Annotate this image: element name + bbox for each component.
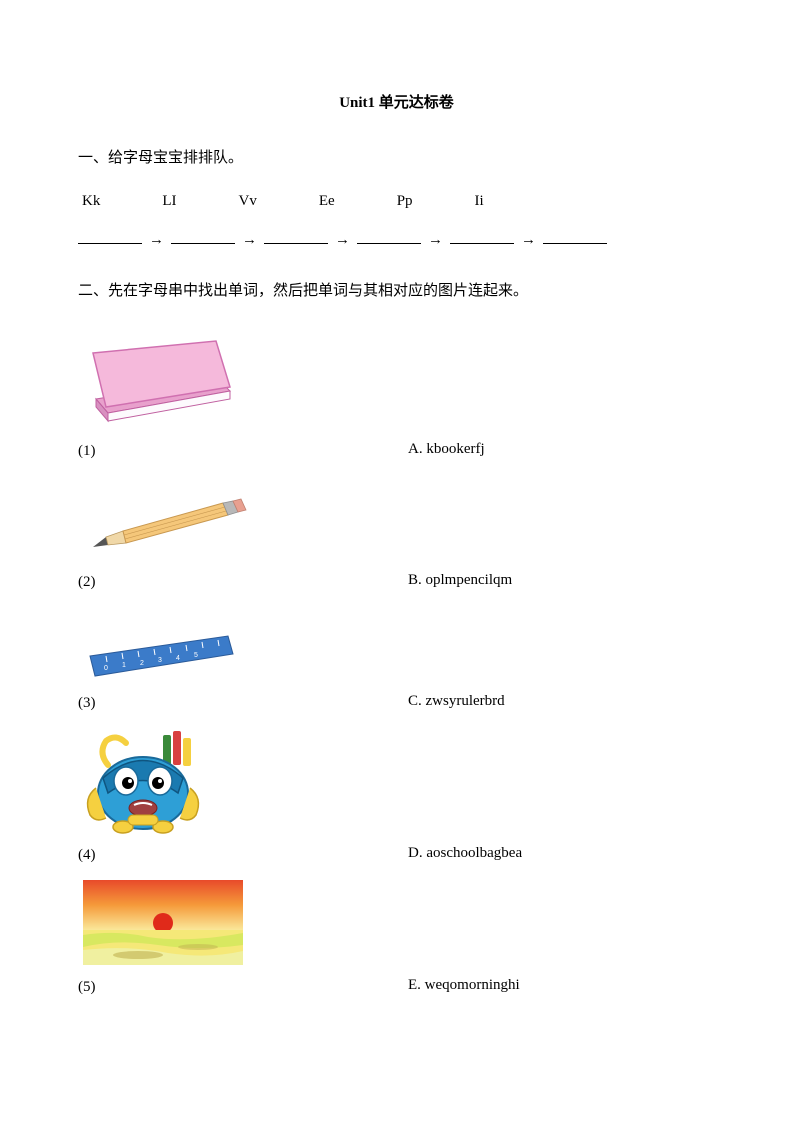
- svg-text:5: 5: [194, 652, 198, 659]
- svg-text:3: 3: [158, 657, 162, 664]
- section2-heading: 二、先在字母串中找出单词，然后把单词与其相对应的图片连起来。: [78, 278, 715, 305]
- arrow-2: →: [335, 227, 350, 254]
- match-row-5: (5) E. weqomorninghi: [78, 875, 715, 1001]
- match-row-1: (1) A. kbookerfj: [78, 339, 715, 465]
- arrow-0: →: [149, 227, 164, 254]
- blank-2[interactable]: [264, 228, 328, 244]
- item-answer-3: C. zwsyrulerbrd: [408, 688, 715, 717]
- arrow-1: →: [242, 227, 257, 254]
- blanks-row: → → → → →: [78, 227, 715, 254]
- item-answer-5: E. weqomorninghi: [408, 972, 715, 1001]
- blank-4[interactable]: [450, 228, 514, 244]
- svg-text:2: 2: [140, 660, 144, 667]
- sunrise-icon: [78, 875, 408, 970]
- item-answer-4: D. aoschoolbagbea: [408, 840, 715, 869]
- blank-5[interactable]: [543, 228, 607, 244]
- pencil-icon: [78, 495, 408, 565]
- arrow-3: →: [428, 227, 443, 254]
- item-answer-1: A. kbookerfj: [408, 436, 715, 465]
- svg-text:0: 0: [104, 665, 108, 672]
- item-answer-2: B. oplmpencilqm: [408, 567, 715, 596]
- letters-row: Kk LI Vv Ee Pp Ii: [78, 188, 715, 215]
- letter-1: LI: [162, 188, 176, 215]
- svg-text:1: 1: [122, 662, 126, 669]
- match-row-2: (2) B. oplmpencilqm: [78, 495, 715, 596]
- item-num-2: (2): [78, 569, 408, 596]
- arrow-4: →: [521, 227, 536, 254]
- blank-0[interactable]: [78, 228, 142, 244]
- blank-1[interactable]: [171, 228, 235, 244]
- book-icon: [78, 339, 408, 434]
- match-row-4: (4) D. aoschoolbagbea: [78, 723, 715, 869]
- letter-0: Kk: [82, 188, 100, 215]
- match-row-3: 0 1 2 3 4 5 (3) C. zwsyrulerbrd: [78, 626, 715, 717]
- letter-3: Ee: [319, 188, 335, 215]
- letter-4: Pp: [397, 188, 413, 215]
- svg-text:4: 4: [176, 655, 180, 662]
- item-num-5: (5): [78, 974, 408, 1001]
- item-num-4: (4): [78, 842, 408, 869]
- letter-5: Ii: [475, 188, 484, 215]
- item-num-1: (1): [78, 438, 408, 465]
- letter-2: Vv: [239, 188, 257, 215]
- blank-3[interactable]: [357, 228, 421, 244]
- page-title: Unit1 单元达标卷: [78, 90, 715, 117]
- section1-heading: 一、给字母宝宝排排队。: [78, 145, 715, 172]
- schoolbag-icon: [78, 723, 408, 838]
- ruler-icon: 0 1 2 3 4 5: [78, 626, 408, 686]
- item-num-3: (3): [78, 690, 408, 717]
